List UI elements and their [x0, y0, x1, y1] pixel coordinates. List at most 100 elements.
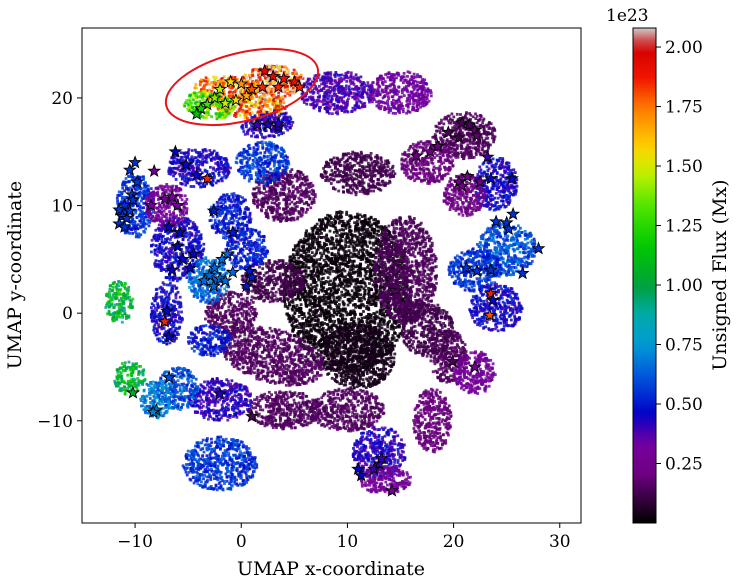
data-point	[463, 196, 467, 200]
data-point	[283, 90, 287, 94]
data-point	[292, 92, 296, 96]
data-point	[401, 88, 405, 91]
data-point	[284, 83, 288, 87]
data-point	[459, 117, 462, 121]
data-point	[481, 174, 484, 178]
data-point	[525, 255, 529, 259]
data-point	[422, 172, 425, 175]
data-point	[508, 199, 512, 202]
data-point	[513, 243, 516, 246]
data-point	[450, 150, 454, 154]
data-point	[468, 373, 472, 377]
data-point	[497, 186, 501, 189]
data-point	[386, 92, 389, 95]
data-point	[253, 103, 256, 107]
data-point	[454, 155, 458, 159]
data-point	[330, 97, 334, 101]
data-point	[299, 75, 302, 79]
data-point	[329, 71, 333, 74]
data-point	[269, 108, 272, 111]
data-point	[412, 151, 415, 155]
data-point	[273, 114, 277, 117]
data-point	[485, 165, 489, 169]
data-point	[466, 150, 470, 154]
data-point	[206, 110, 210, 114]
data-point	[494, 204, 497, 207]
data-point	[248, 121, 252, 125]
data-point	[450, 349, 454, 353]
data-point	[517, 224, 520, 228]
data-point	[510, 193, 514, 196]
data-point	[443, 145, 446, 148]
data-point	[514, 266, 518, 270]
data-point	[506, 270, 510, 274]
data-point	[480, 288, 484, 291]
data-point	[491, 171, 494, 175]
data-point	[419, 102, 423, 105]
data-point	[251, 127, 254, 131]
data-point	[498, 179, 502, 183]
data-point	[419, 86, 422, 90]
data-point	[276, 72, 279, 76]
data-point	[427, 168, 431, 172]
data-point	[262, 93, 266, 97]
data-point	[353, 93, 357, 97]
data-point	[306, 77, 310, 81]
data-point	[441, 150, 445, 154]
data-point	[497, 207, 501, 211]
data-point	[470, 183, 473, 187]
data-point	[422, 141, 426, 145]
data-point	[501, 187, 505, 191]
data-point	[384, 107, 388, 111]
data-point	[387, 84, 391, 88]
data-point	[483, 316, 487, 320]
data-point	[404, 165, 408, 168]
data-point	[257, 110, 260, 114]
data-point	[284, 127, 288, 130]
data-point	[369, 93, 373, 96]
data-point	[311, 89, 314, 93]
data-point	[510, 168, 513, 172]
data-point	[511, 308, 515, 312]
data-point	[322, 80, 325, 83]
data-point	[440, 118, 443, 122]
data-point	[387, 97, 391, 101]
data-point	[451, 119, 454, 122]
data-point	[495, 235, 499, 239]
data-point	[282, 70, 286, 74]
data-point	[235, 82, 238, 86]
data-point	[251, 96, 255, 100]
data-point	[280, 132, 283, 136]
data-point	[504, 319, 508, 323]
data-point	[484, 387, 487, 390]
data-point	[506, 295, 510, 298]
data-point	[333, 87, 336, 91]
data-point	[499, 272, 503, 275]
data-point	[483, 389, 487, 393]
data-point	[286, 119, 289, 122]
data-point	[479, 126, 482, 130]
data-point	[198, 83, 202, 87]
data-point	[326, 97, 330, 101]
data-point	[519, 257, 523, 261]
data-point	[507, 273, 511, 276]
data-point	[457, 377, 461, 381]
data-point	[211, 84, 215, 88]
data-point	[424, 172, 427, 176]
data-point	[472, 251, 476, 255]
data-point	[354, 85, 358, 89]
data-point	[490, 187, 494, 191]
data-point	[485, 356, 488, 360]
data-point	[358, 106, 362, 110]
data-point	[499, 247, 502, 250]
data-point	[490, 198, 493, 202]
data-point	[439, 379, 442, 383]
data-point	[379, 107, 383, 111]
data-point	[212, 104, 216, 108]
data-point	[438, 172, 441, 176]
data-point	[503, 262, 507, 265]
data-point	[491, 375, 495, 378]
data-point	[425, 177, 429, 181]
data-point	[401, 107, 405, 111]
data-point	[506, 311, 509, 315]
